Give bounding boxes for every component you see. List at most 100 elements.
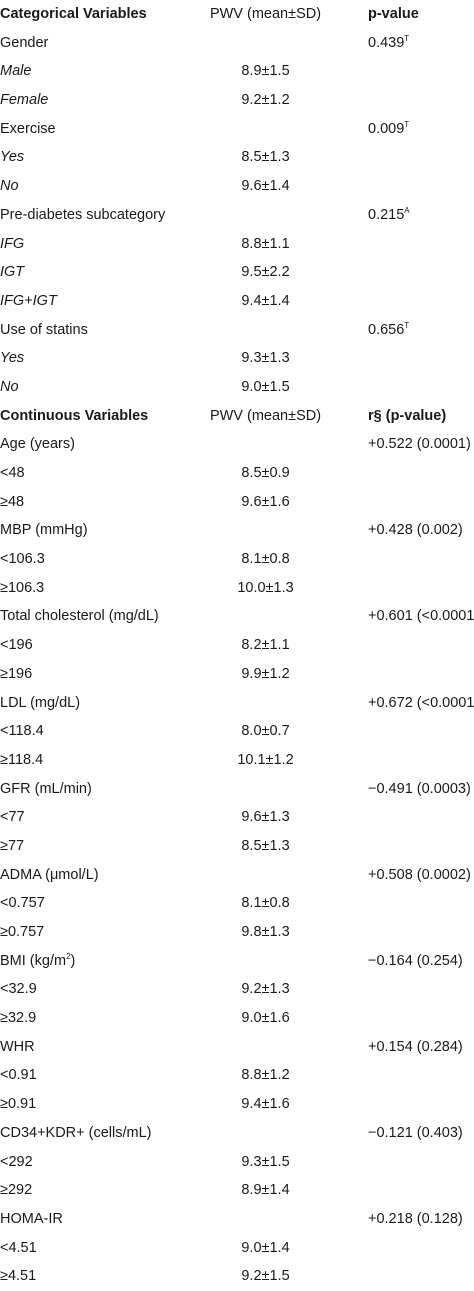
variable-cell: <32.9 [0, 981, 37, 998]
p-value-cell: −0.491 (0.0003) [368, 780, 471, 797]
p-value-cell: +0.672 (<0.0001) [368, 694, 474, 711]
variable-cell: ADMA (μmol/L) [0, 866, 99, 883]
column-header-stat: p-value [368, 6, 419, 22]
variable-cell: Total cholesterol (mg/dL) [0, 608, 159, 625]
pwv-cell: 9.5±2.2 [241, 264, 290, 281]
variable-cell: <48 [0, 465, 25, 481]
pwv-cell: 9.2±1.3 [241, 981, 290, 998]
variable-cell: ≥32.9 [0, 1010, 37, 1027]
column-header-variable: Continuous Variables [0, 407, 149, 424]
table-row: Yes 9.3±1.3 [0, 344, 474, 373]
column-header-pwv: PWV (mean±SD) [209, 407, 322, 424]
variable-cell: <106.3 [0, 551, 45, 568]
pwv-cell: 9.8±1.3 [241, 924, 290, 940]
table-row: IFG+IGT 9.4±1.4 [0, 287, 474, 316]
table-row: <32.9 9.2±1.3 [0, 975, 474, 1004]
table-row: WHR +0.154 (0.284) [0, 1033, 474, 1062]
pwv-cell: 8.1±0.8 [241, 551, 290, 568]
variable-cell: IGT [0, 264, 25, 281]
variable-cell: <0.91 [0, 1067, 37, 1084]
pwv-cell: 8.8±1.2 [241, 1067, 290, 1084]
table-row: No 9.0±1.5 [0, 373, 474, 402]
table-row: <0.91 8.8±1.2 [0, 1061, 474, 1090]
variable-cell: LDL (mg/dL) [0, 694, 81, 711]
table-row: ≥77 8.5±1.3 [0, 832, 474, 861]
table-row: ≥4.51 9.2±1.5 [0, 1262, 474, 1291]
table-row: ≥0.757 9.8±1.3 [0, 918, 474, 947]
p-value-cell: +0.154 (0.284) [368, 1038, 463, 1055]
variable-cell: <77 [0, 809, 25, 826]
pwv-cell: 9.6±1.6 [241, 493, 290, 510]
variable-cell: <4.51 [0, 1239, 37, 1256]
variable-cell: GFR (mL/min) [0, 780, 92, 797]
table-row: No 9.6±1.4 [0, 172, 474, 201]
table-row: MBP (mmHg) +0.428 (0.002) [0, 516, 474, 545]
pwv-cell: 8.5±1.3 [241, 149, 290, 166]
pwv-cell: 8.9±1.5 [241, 63, 290, 80]
variable-cell: Pre-diabetes subcategory [0, 206, 166, 223]
table-row: HOMA-IR +0.218 (0.128) [0, 1205, 474, 1234]
p-value-cell: +0.508 (0.0002) [368, 866, 471, 883]
variable-cell: Yes [0, 350, 25, 367]
table-row: <4.51 9.0±1.4 [0, 1234, 474, 1263]
table-row: <0.757 8.1±0.8 [0, 889, 474, 918]
table-row: <48 8.5±0.9 [0, 459, 474, 488]
table-row: ≥196 9.9±1.2 [0, 660, 474, 689]
pwv-cell: 8.2±1.1 [241, 637, 290, 654]
pwv-cell: 8.0±0.7 [241, 723, 290, 740]
column-header-pwv: PWV (mean±SD) [209, 6, 322, 22]
table-row: BMI (kg/m2) −0.164 (0.254) [0, 947, 474, 976]
table-row: ≥48 9.6±1.6 [0, 488, 474, 517]
table-row: IFG 8.8±1.1 [0, 230, 474, 259]
table-row: ADMA (μmol/L) +0.508 (0.0002) [0, 861, 474, 890]
table-row: ≥106.3 10.0±1.3 [0, 574, 474, 603]
variable-cell: CD34+KDR+ (cells/mL) [0, 1124, 152, 1141]
table-row: Yes 8.5±1.3 [0, 143, 474, 172]
table-row: Male 8.9±1.5 [0, 57, 474, 86]
variable-cell: <118.4 [0, 723, 44, 740]
pwv-cell: 9.0±1.6 [241, 1010, 290, 1027]
variable-cell: Age (years) [0, 436, 75, 453]
variable-cell: Exercise [0, 120, 56, 137]
table-row: Use of statins 0.656T [0, 316, 474, 345]
table-row: <292 9.3±1.5 [0, 1148, 474, 1177]
pwv-cell: 8.9±1.4 [241, 1182, 290, 1199]
pwv-cell: 9.0±1.5 [241, 378, 290, 395]
table-row: Age (years) +0.522 (0.0001) [0, 430, 474, 459]
table-row: GFR (mL/min) −0.491 (0.0003) [0, 775, 474, 804]
table-row: ≥32.9 9.0±1.6 [0, 1004, 474, 1033]
table-row: Gender 0.439T [0, 29, 474, 58]
variable-cell: ≥0.757 [0, 924, 45, 940]
variable-cell: Male [0, 63, 32, 80]
variable-cell: <196 [0, 637, 33, 654]
variable-cell: ≥292 [0, 1182, 33, 1199]
pwv-cell: 9.2±1.5 [241, 1268, 290, 1285]
table-row: CD34+KDR+ (cells/mL) −0.121 (0.403) [0, 1119, 474, 1148]
pwv-cell: 9.6±1.4 [241, 178, 290, 195]
column-header-variable: Categorical Variables [0, 6, 147, 22]
variable-cell: ≥118.4 [0, 751, 44, 768]
variable-cell: Use of statins [0, 321, 88, 338]
pwv-cell: 10.1±1.2 [237, 751, 294, 768]
variable-cell: IFG [0, 235, 25, 252]
pwv-cell: 8.8±1.1 [241, 235, 290, 252]
table-header-row: Continuous Variables PWV (mean±SD) r§ (p-v… [0, 402, 474, 431]
table-row: <77 9.6±1.3 [0, 803, 474, 832]
pwv-cell: 9.2±1.2 [241, 92, 290, 109]
variable-cell: ≥106.3 [0, 579, 45, 596]
table-row: Pre-diabetes subcategory 0.215A [0, 201, 474, 230]
table-row: <118.4 8.0±0.7 [0, 717, 474, 746]
variable-cell: <292 [0, 1153, 33, 1170]
table-header-row: Categorical Variables PWV (mean±SD) p-valu… [0, 0, 474, 29]
p-value-cell: 0.656T [368, 320, 410, 338]
p-value-cell: +0.601 (<0.0001) [368, 608, 474, 625]
variable-cell: Yes [0, 149, 25, 166]
variable-cell: ≥77 [0, 837, 25, 854]
p-value-cell: 0.009T [368, 119, 410, 137]
p-value-cell: −0.164 (0.254) [368, 952, 463, 969]
pwv-cell: 9.3±1.3 [241, 350, 290, 367]
p-value-cell: +0.218 (0.128) [368, 1210, 463, 1227]
column-header-stat: r§ (p-value) [368, 407, 447, 424]
table-row: ≥118.4 10.1±1.2 [0, 746, 474, 775]
